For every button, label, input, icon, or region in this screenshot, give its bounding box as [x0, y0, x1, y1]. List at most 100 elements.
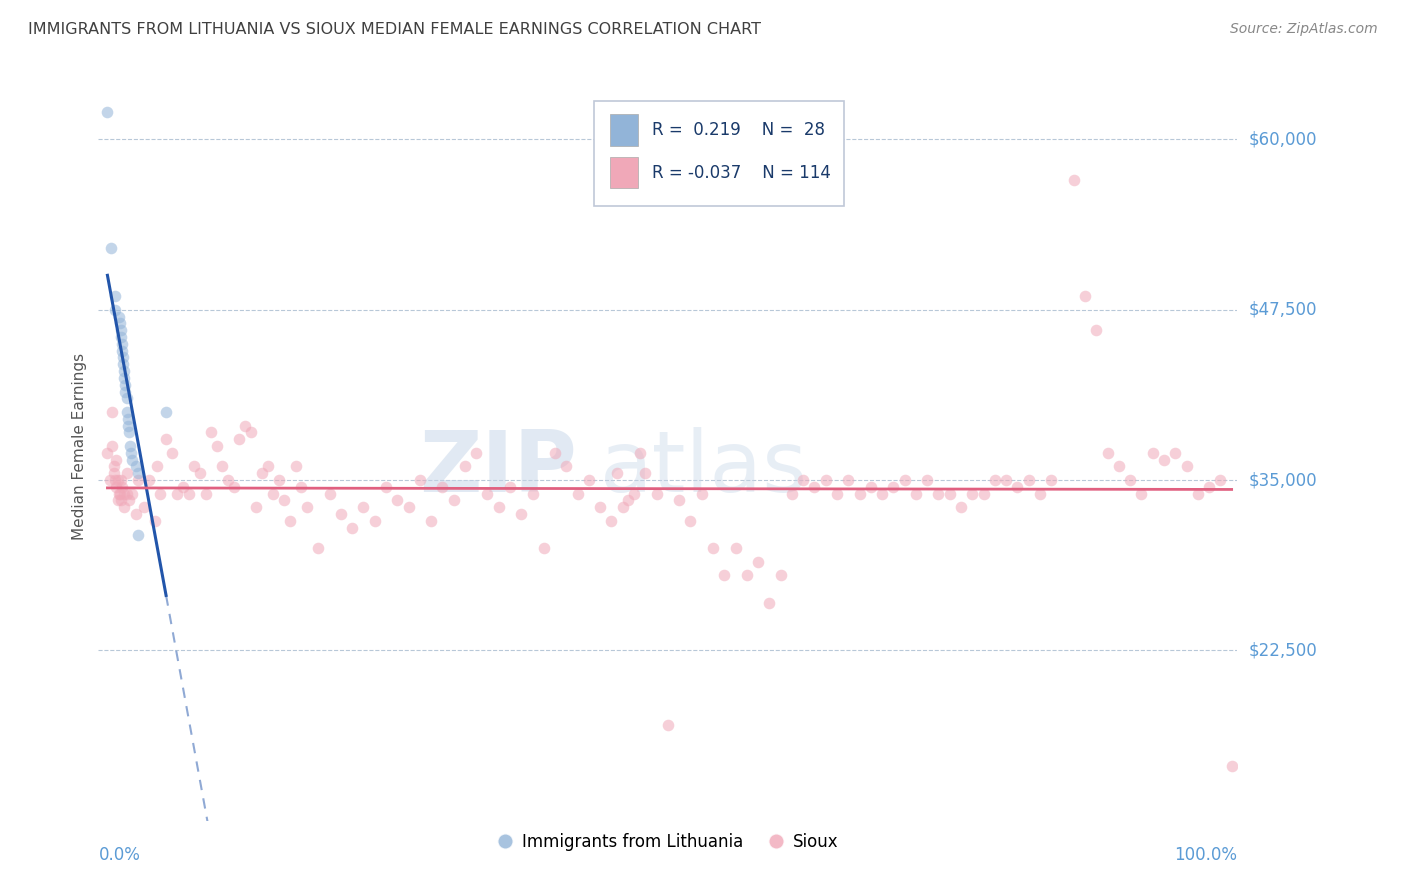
Point	[112, 371, 135, 385]
Point	[915, 473, 938, 487]
Point	[567, 486, 589, 500]
Point	[104, 473, 127, 487]
Point	[340, 521, 363, 535]
Point	[112, 500, 135, 515]
Point	[101, 405, 124, 419]
Point	[146, 459, 169, 474]
Point	[837, 473, 859, 487]
Point	[166, 486, 188, 500]
Point	[205, 439, 228, 453]
Point	[127, 527, 149, 541]
Point	[114, 384, 136, 399]
Point	[645, 486, 668, 500]
Point	[183, 459, 205, 474]
Point	[267, 473, 290, 487]
Point	[1085, 323, 1108, 337]
Point	[432, 480, 454, 494]
Point	[138, 473, 160, 487]
Point	[105, 480, 128, 494]
Point	[606, 467, 628, 481]
Point	[1220, 759, 1243, 773]
Point	[96, 446, 118, 460]
Point	[1209, 473, 1232, 487]
Point	[115, 405, 138, 419]
Point	[155, 432, 177, 446]
Point	[454, 459, 477, 474]
Point	[555, 459, 578, 474]
Point	[465, 446, 488, 460]
Point	[1198, 480, 1220, 494]
Bar	[610, 114, 638, 145]
Point	[114, 377, 136, 392]
Point	[194, 486, 217, 500]
FancyBboxPatch shape	[593, 102, 845, 206]
Point	[177, 486, 200, 500]
Point	[962, 486, 984, 500]
Point	[250, 467, 273, 481]
Point	[1108, 459, 1130, 474]
Point	[409, 473, 432, 487]
Point	[110, 473, 132, 487]
Point	[222, 480, 245, 494]
Point	[352, 500, 374, 515]
Point	[533, 541, 555, 556]
Point	[1029, 486, 1052, 500]
Point	[117, 411, 139, 425]
Point	[702, 541, 724, 556]
Point	[143, 514, 166, 528]
Point	[121, 486, 143, 500]
Point	[1040, 473, 1063, 487]
Point	[105, 452, 128, 467]
Point	[803, 480, 825, 494]
Point	[1142, 446, 1164, 460]
Point	[112, 357, 135, 371]
Point	[792, 473, 814, 487]
Point	[100, 242, 122, 256]
Point	[1119, 473, 1142, 487]
Point	[510, 507, 533, 521]
Text: ZIP: ZIP	[419, 427, 576, 510]
Point	[112, 364, 135, 378]
Point	[825, 486, 848, 500]
Point	[239, 425, 262, 440]
Point	[155, 405, 177, 419]
Point	[127, 473, 149, 487]
Point	[1153, 452, 1175, 467]
Point	[387, 493, 409, 508]
Point	[200, 425, 222, 440]
Point	[623, 486, 645, 500]
Point	[127, 467, 149, 481]
Point	[273, 493, 295, 508]
Point	[104, 302, 127, 317]
Point	[284, 459, 307, 474]
Point	[735, 568, 758, 582]
Point	[814, 473, 837, 487]
Text: R =  0.219    N =  28: R = 0.219 N = 28	[652, 120, 825, 139]
Point	[120, 446, 142, 460]
Point	[1007, 480, 1029, 494]
Point	[904, 486, 927, 500]
Point	[115, 486, 138, 500]
Point	[1018, 473, 1040, 487]
Text: $22,500: $22,500	[1249, 641, 1317, 659]
Point	[589, 500, 612, 515]
Point	[98, 473, 121, 487]
Point	[112, 486, 135, 500]
Point	[1164, 446, 1187, 460]
Point	[600, 514, 623, 528]
Point	[111, 343, 134, 358]
Point	[443, 493, 465, 508]
Point	[96, 105, 118, 120]
Point	[107, 493, 129, 508]
Bar	[610, 157, 638, 188]
Point	[121, 452, 143, 467]
Point	[101, 439, 124, 453]
Point	[233, 418, 256, 433]
Point	[103, 467, 125, 481]
Point	[1074, 289, 1097, 303]
Text: 0.0%: 0.0%	[98, 846, 141, 863]
Point	[679, 514, 702, 528]
Point	[115, 467, 138, 481]
Point	[477, 486, 499, 500]
Point	[398, 500, 420, 515]
